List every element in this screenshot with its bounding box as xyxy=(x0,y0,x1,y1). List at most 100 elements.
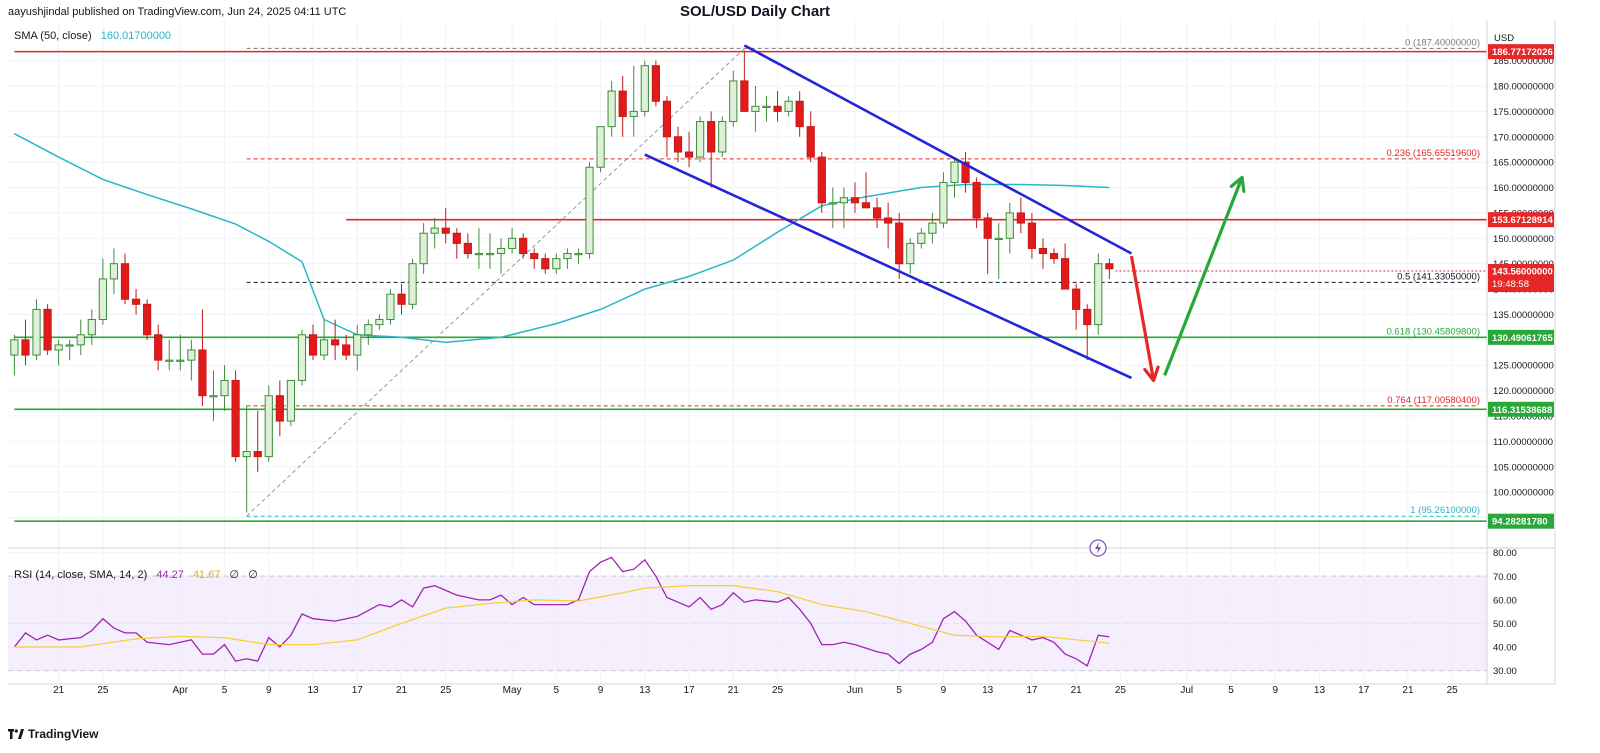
channel-upper-line[interactable] xyxy=(743,44,1133,255)
candle[interactable] xyxy=(795,91,804,137)
candle[interactable] xyxy=(430,218,439,249)
candle[interactable] xyxy=(917,228,926,249)
candle[interactable] xyxy=(463,233,472,259)
candle[interactable] xyxy=(895,212,904,279)
candle[interactable] xyxy=(928,212,937,244)
candle[interactable] xyxy=(65,339,74,361)
sma-legend[interactable]: SMA (50, close) 160.01700000 xyxy=(14,30,171,42)
candle[interactable] xyxy=(684,131,694,168)
rsi-axis[interactable]: 30.00 40.00 50.00 60.00 70.00 80.00 xyxy=(1493,548,1517,677)
candle[interactable] xyxy=(607,80,616,137)
candle[interactable] xyxy=(574,248,583,264)
candle[interactable] xyxy=(21,319,30,366)
candle[interactable] xyxy=(994,223,1003,279)
candle[interactable] xyxy=(640,60,649,117)
candle[interactable] xyxy=(408,258,417,310)
candle[interactable] xyxy=(1049,248,1059,264)
candle[interactable] xyxy=(209,370,218,422)
candle[interactable] xyxy=(76,319,85,356)
candle[interactable] xyxy=(1038,238,1048,269)
trendlines[interactable] xyxy=(644,44,1133,380)
candle[interactable] xyxy=(485,233,495,269)
candle[interactable] xyxy=(751,86,760,132)
candle[interactable] xyxy=(496,238,506,274)
candle[interactable] xyxy=(618,75,627,137)
candle[interactable] xyxy=(762,96,771,122)
candle[interactable] xyxy=(87,309,96,345)
candle[interactable] xyxy=(253,410,262,472)
candle[interactable] xyxy=(397,284,406,315)
candle[interactable] xyxy=(596,126,605,173)
candle[interactable] xyxy=(552,253,561,274)
candle[interactable] xyxy=(143,299,152,340)
candle[interactable] xyxy=(673,126,683,163)
candle[interactable] xyxy=(275,380,284,437)
candle[interactable] xyxy=(718,116,727,158)
candle[interactable] xyxy=(696,116,705,163)
candle[interactable] xyxy=(1016,197,1025,234)
candle[interactable] xyxy=(165,339,174,371)
candle[interactable] xyxy=(563,248,572,269)
candle[interactable] xyxy=(541,253,550,274)
candle[interactable] xyxy=(386,289,395,325)
candle[interactable] xyxy=(872,197,882,229)
candle[interactable] xyxy=(120,253,130,305)
candle[interactable] xyxy=(198,309,207,406)
candle[interactable] xyxy=(519,233,528,259)
candle[interactable] xyxy=(828,187,837,229)
candle[interactable] xyxy=(839,187,848,229)
candle[interactable] xyxy=(353,324,362,371)
candle[interactable] xyxy=(176,334,185,371)
arrows[interactable] xyxy=(1129,175,1246,383)
candle[interactable] xyxy=(131,289,141,315)
candle[interactable] xyxy=(950,157,959,198)
candle[interactable] xyxy=(651,60,660,107)
candle[interactable] xyxy=(508,228,517,254)
candle[interactable] xyxy=(784,96,793,117)
candle[interactable] xyxy=(231,370,240,462)
candle[interactable] xyxy=(662,96,672,158)
candle[interactable] xyxy=(1061,243,1070,290)
candle[interactable] xyxy=(297,329,307,386)
candle[interactable] xyxy=(740,50,749,112)
candle[interactable] xyxy=(419,223,428,274)
candle[interactable] xyxy=(452,228,461,259)
candle[interactable] xyxy=(264,385,273,462)
candle[interactable] xyxy=(817,152,826,213)
candle[interactable] xyxy=(154,324,163,371)
candle[interactable] xyxy=(364,319,373,345)
candle[interactable] xyxy=(939,172,948,229)
candle[interactable] xyxy=(585,162,594,259)
candle[interactable] xyxy=(242,405,251,513)
candle[interactable] xyxy=(729,70,738,127)
candle[interactable] xyxy=(861,172,871,209)
candle[interactable] xyxy=(308,324,318,361)
candle[interactable] xyxy=(972,177,981,229)
candle[interactable] xyxy=(98,258,107,325)
candle[interactable] xyxy=(220,365,229,411)
candle[interactable] xyxy=(286,379,295,427)
candle[interactable] xyxy=(10,334,19,376)
candle[interactable] xyxy=(961,152,970,193)
candle[interactable] xyxy=(1005,202,1014,254)
rsi-legend[interactable]: RSI (14, close, SMA, 14, 2) 44.27 41.67 … xyxy=(14,568,258,581)
candle[interactable] xyxy=(1072,284,1081,330)
candle[interactable] xyxy=(1083,304,1092,361)
candle[interactable] xyxy=(707,111,716,188)
candle[interactable] xyxy=(906,238,915,274)
candle[interactable] xyxy=(1094,253,1103,335)
candle[interactable] xyxy=(474,228,484,269)
tradingview-brand[interactable]: TradingView xyxy=(8,727,98,741)
candle[interactable] xyxy=(319,319,329,361)
candle[interactable] xyxy=(109,248,119,295)
time-axis[interactable]: 21 25 Apr 5 9 13 17 21 25 May 5 9 13 17 21 25 Jun 5 9 13 17 2… xyxy=(53,685,1458,696)
candle[interactable] xyxy=(54,339,63,366)
bear-arrow-head[interactable] xyxy=(1143,365,1160,383)
candle[interactable] xyxy=(1027,212,1037,259)
candle[interactable] xyxy=(331,319,340,361)
candle[interactable] xyxy=(884,202,893,249)
candle[interactable] xyxy=(806,111,815,163)
candle[interactable] xyxy=(43,304,52,356)
lightning-icon[interactable] xyxy=(1095,542,1101,554)
